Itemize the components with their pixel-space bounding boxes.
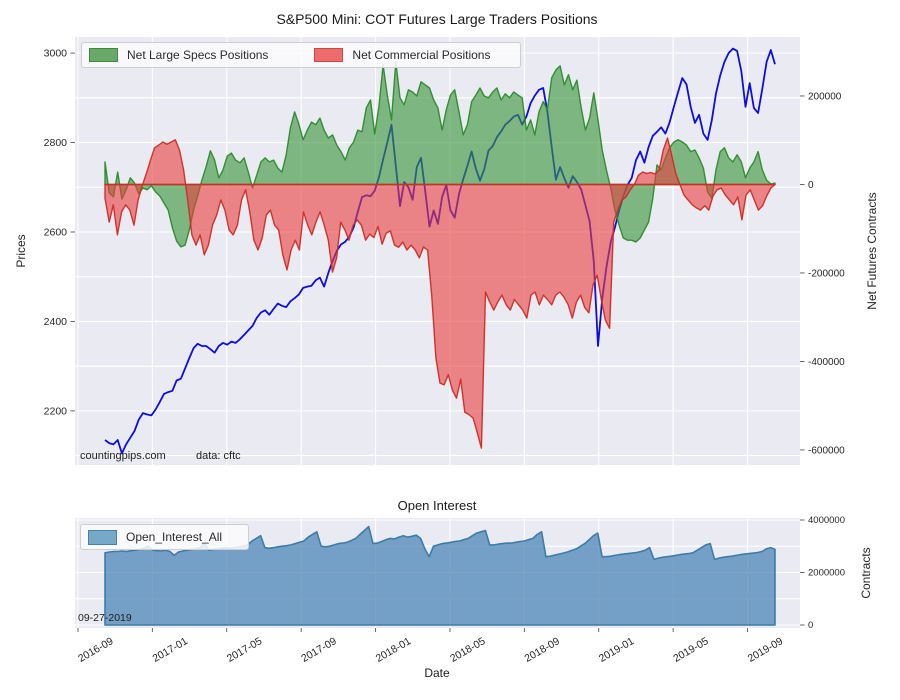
- open-interest-swatch-icon: [88, 529, 117, 545]
- y-tick-label: 0: [808, 180, 814, 191]
- x-axis-label: Date: [424, 666, 450, 680]
- right-axis-label-bottom: Contracts: [859, 547, 873, 599]
- x-tick-label: 2019-09: [746, 635, 786, 665]
- bottom-right-tick-labels: 4000000 2000000 0: [808, 515, 845, 631]
- legend-label: Open_Interest_All: [126, 530, 223, 544]
- y-tick-label: 2200: [44, 405, 68, 417]
- bottom-chart-title: Open Interest: [397, 498, 477, 513]
- tick-marks: [70, 52, 805, 632]
- x-tick-label: 2019-01: [597, 635, 637, 665]
- legend-entry-net-commercial: Net Commercial Positions: [314, 48, 490, 62]
- y-tick-label: 0: [808, 620, 813, 631]
- legend-entry-net-large-specs: Net Large Specs Positions: [89, 48, 268, 62]
- bottom-legend: Open_Interest_All: [80, 524, 249, 550]
- last-report-date: 09-27-2019: [78, 612, 132, 624]
- y-tick-label: 3000: [44, 48, 68, 60]
- x-tick-label: 2018-05: [448, 635, 488, 665]
- y-tick-label: -600000: [808, 445, 845, 456]
- net-commercial-swatch-icon: [314, 48, 344, 62]
- left-axis-label: Prices: [14, 234, 28, 268]
- top-left-tick-labels: 3000 2800 2600 2400 2200: [44, 48, 68, 418]
- x-tick-label: 2017-05: [225, 635, 265, 665]
- y-tick-label: 2600: [44, 226, 68, 238]
- y-tick-label: 2800: [44, 137, 68, 149]
- y-tick-label: 2000000: [808, 568, 845, 579]
- y-tick-label: -400000: [808, 357, 845, 368]
- legend-entry-open-interest: Open_Interest_All: [88, 529, 223, 545]
- x-tick-labels: 2016-09 2017-01 2017-05 2017-09 2018-01 2018-…: [76, 635, 785, 665]
- y-tick-label: 4000000: [808, 515, 845, 526]
- x-tick-label: 2016-09: [76, 635, 116, 665]
- x-tick-label: 2019-05: [671, 635, 711, 665]
- x-tick-label: 2018-09: [522, 635, 562, 665]
- top-legend: Net Large Specs Positions Net Commercial…: [81, 42, 521, 68]
- y-tick-label: 2400: [44, 316, 68, 328]
- x-tick-label: 2017-01: [150, 635, 190, 665]
- net-commercial-area: [104, 137, 776, 449]
- right-axis-label-top: Net Futures Contracts: [865, 192, 879, 310]
- top-chart-title: S&P500 Mini: COT Futures Large Traders P…: [276, 11, 598, 27]
- x-tick-label: 2018-01: [374, 635, 414, 665]
- top-right-tick-labels: 200000 0 -200000 -400000 -600000: [808, 91, 845, 456]
- x-tick-label: 2017-09: [299, 635, 339, 665]
- net-large-specs-swatch-icon: [89, 48, 118, 62]
- y-tick-label: -200000: [808, 268, 845, 279]
- source-note: data: cftc: [196, 450, 241, 462]
- watermark: countingpips.com: [80, 450, 166, 462]
- y-tick-label: 200000: [808, 91, 842, 102]
- legend-label: Net Commercial Positions: [352, 48, 491, 62]
- legend-label: Net Large Specs Positions: [127, 48, 269, 62]
